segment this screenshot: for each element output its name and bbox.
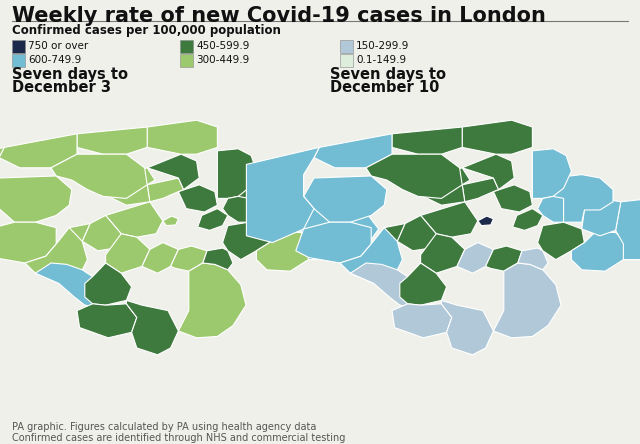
Polygon shape xyxy=(106,234,150,273)
Polygon shape xyxy=(400,263,447,305)
Text: Confirmed cases are identified through NHS and commercial testing: Confirmed cases are identified through N… xyxy=(12,433,346,443)
Bar xyxy=(340,54,353,67)
Polygon shape xyxy=(163,216,179,226)
Text: PA graphic. Figures calculated by PA using health agency data: PA graphic. Figures calculated by PA usi… xyxy=(12,422,316,432)
Polygon shape xyxy=(486,246,522,271)
Polygon shape xyxy=(257,232,314,271)
Text: Confirmed cases per 100,000 population: Confirmed cases per 100,000 population xyxy=(12,24,281,37)
Polygon shape xyxy=(77,127,147,154)
Polygon shape xyxy=(35,263,103,307)
Polygon shape xyxy=(84,263,132,305)
Polygon shape xyxy=(420,234,465,273)
Polygon shape xyxy=(0,222,56,263)
Polygon shape xyxy=(301,198,379,260)
Polygon shape xyxy=(340,228,403,283)
Polygon shape xyxy=(56,224,90,253)
Text: December 3: December 3 xyxy=(12,80,111,95)
Polygon shape xyxy=(442,301,493,355)
Polygon shape xyxy=(142,242,179,273)
Polygon shape xyxy=(616,198,640,260)
Polygon shape xyxy=(218,149,257,198)
Polygon shape xyxy=(106,202,163,237)
Polygon shape xyxy=(371,224,405,253)
Text: Weekly rate of new Covid-19 cases in London: Weekly rate of new Covid-19 cases in Lon… xyxy=(12,6,546,26)
Polygon shape xyxy=(238,174,298,222)
Bar xyxy=(12,40,25,53)
Polygon shape xyxy=(392,127,462,154)
Text: Seven days to: Seven days to xyxy=(12,67,128,82)
Polygon shape xyxy=(296,222,371,263)
Polygon shape xyxy=(397,215,436,251)
Text: 600-749.9: 600-749.9 xyxy=(28,55,81,65)
Polygon shape xyxy=(82,215,121,251)
Polygon shape xyxy=(314,134,392,168)
Polygon shape xyxy=(171,246,207,271)
Polygon shape xyxy=(457,242,493,273)
Polygon shape xyxy=(351,263,418,307)
Polygon shape xyxy=(0,176,72,222)
Polygon shape xyxy=(420,202,478,237)
Polygon shape xyxy=(303,176,387,222)
Polygon shape xyxy=(246,147,319,242)
Polygon shape xyxy=(179,185,218,212)
Polygon shape xyxy=(147,154,199,190)
Polygon shape xyxy=(147,178,184,202)
Text: 300-449.9: 300-449.9 xyxy=(196,55,249,65)
Polygon shape xyxy=(147,120,218,154)
Text: December 10: December 10 xyxy=(330,80,440,95)
Polygon shape xyxy=(538,196,564,222)
Bar xyxy=(180,40,193,53)
Polygon shape xyxy=(538,222,584,260)
Polygon shape xyxy=(179,263,246,338)
Polygon shape xyxy=(203,248,233,270)
Polygon shape xyxy=(267,198,306,236)
Polygon shape xyxy=(106,168,155,205)
Polygon shape xyxy=(462,120,532,154)
Text: 150-299.9: 150-299.9 xyxy=(356,41,410,51)
Polygon shape xyxy=(223,196,248,222)
Polygon shape xyxy=(478,216,493,226)
Text: 0.1-149.9: 0.1-149.9 xyxy=(356,55,406,65)
Polygon shape xyxy=(51,154,147,198)
Bar xyxy=(12,54,25,67)
Polygon shape xyxy=(0,134,77,168)
Polygon shape xyxy=(582,198,621,236)
Text: 750 or over: 750 or over xyxy=(28,41,88,51)
Polygon shape xyxy=(553,174,613,222)
Polygon shape xyxy=(532,149,572,198)
Polygon shape xyxy=(366,154,462,198)
Polygon shape xyxy=(392,304,452,338)
Polygon shape xyxy=(0,147,4,242)
Polygon shape xyxy=(513,209,543,230)
Polygon shape xyxy=(198,209,228,230)
Polygon shape xyxy=(462,178,499,202)
Polygon shape xyxy=(77,304,137,338)
Polygon shape xyxy=(518,248,548,270)
Polygon shape xyxy=(493,263,561,338)
Polygon shape xyxy=(420,168,470,205)
Text: 450-599.9: 450-599.9 xyxy=(196,41,250,51)
Polygon shape xyxy=(572,232,628,271)
Bar xyxy=(180,54,193,67)
Polygon shape xyxy=(25,228,88,283)
Polygon shape xyxy=(462,154,514,190)
Polygon shape xyxy=(127,301,179,355)
Polygon shape xyxy=(223,222,269,260)
Polygon shape xyxy=(493,185,532,212)
Bar xyxy=(340,40,353,53)
Text: Seven days to: Seven days to xyxy=(330,67,446,82)
